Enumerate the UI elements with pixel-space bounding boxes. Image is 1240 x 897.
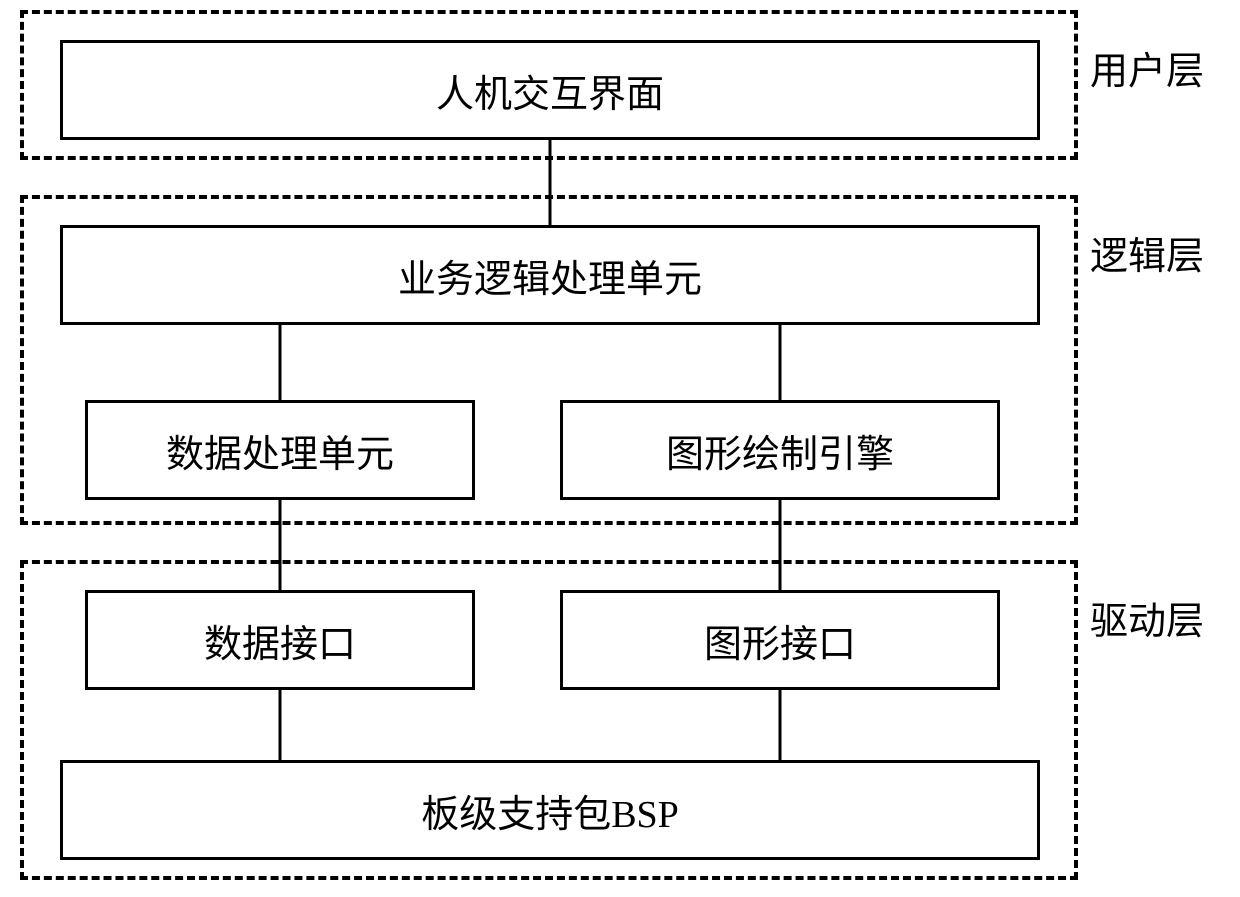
node-label: 图形绘制引擎 [666,423,894,478]
node-biz-logic: 业务逻辑处理单元 [60,225,1040,325]
node-label: 数据处理单元 [166,423,394,478]
node-gfx-interface: 图形接口 [560,590,1000,690]
diagram-canvas: 用户层 逻辑层 驱动层 人机交互界面 业务逻辑处理单元 数据处理单元 图形绘制引… [0,0,1240,897]
node-data-interface: 数据接口 [85,590,475,690]
node-bsp: 板级支持包BSP [60,760,1040,860]
node-label: 业务逻辑处理单元 [398,248,702,303]
node-label: 板级支持包BSP [421,783,679,838]
layer-label-logic: 逻辑层 [1090,225,1204,280]
layer-label-driver: 驱动层 [1090,590,1204,645]
layer-label-user: 用户层 [1090,40,1204,95]
node-hmi: 人机交互界面 [60,40,1040,140]
node-gfx-engine: 图形绘制引擎 [560,400,1000,500]
node-label: 数据接口 [204,613,356,668]
node-data-proc: 数据处理单元 [85,400,475,500]
node-label: 人机交互界面 [436,63,664,118]
node-label: 图形接口 [704,613,856,668]
